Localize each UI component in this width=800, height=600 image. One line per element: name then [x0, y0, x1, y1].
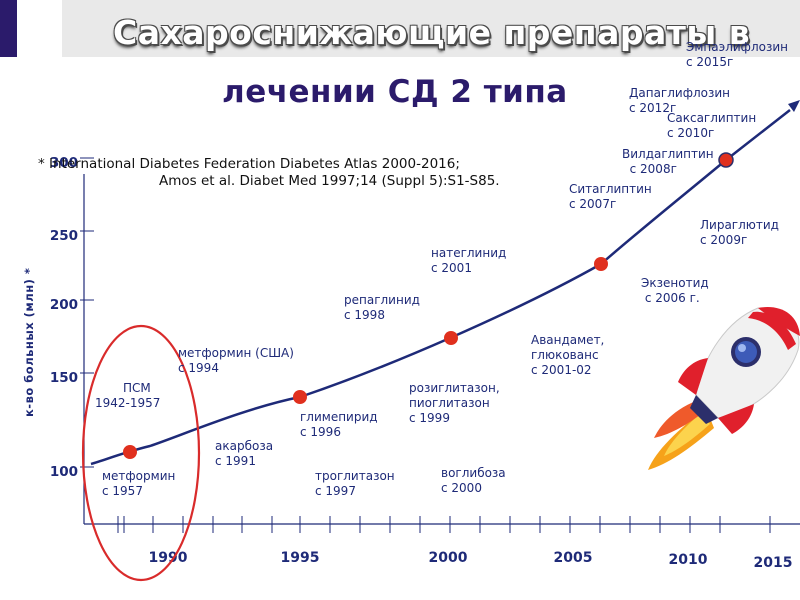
- slide-title-line-1: Сахароснижающие препараты в: [113, 13, 751, 52]
- drug-annotation-line: с 2008г: [622, 162, 677, 176]
- drug-annotation: Авандамет, глюкованс с 2001-02: [531, 333, 604, 378]
- drug-annotation-line: Вилдаглиптин: [622, 147, 714, 161]
- drug-annotation-line: Авандамет,: [531, 333, 605, 347]
- highlight-ellipse: [81, 324, 201, 582]
- drug-annotation: Эмпаэлифлозин с 2015г: [686, 40, 788, 70]
- slide-title-line-2: лечении СД 2 типа: [222, 74, 568, 110]
- x-tick-label-2010: 2010: [669, 552, 708, 568]
- drug-annotation-line: акарбоза: [215, 439, 274, 453]
- drug-annotation: Вилдаглиптин с 2008г: [622, 147, 714, 177]
- drug-annotation-line: Экзенотид: [641, 276, 709, 290]
- drug-annotation: Саксаглиптин с 2010г: [667, 111, 756, 141]
- drug-annotation: воглибоза с 2000: [441, 466, 506, 496]
- x-tick-label-1995: 1995: [281, 550, 320, 566]
- reference-line-2: Amos et al. Diabet Med 1997;14 (Suppl 5)…: [159, 173, 500, 189]
- x-tick-label-2000: 2000: [429, 550, 468, 566]
- drug-annotation-line: с 1957: [102, 484, 143, 498]
- y-tick-label-100: 100: [50, 464, 78, 480]
- y-tick-label-300: 300: [50, 155, 78, 171]
- drug-annotation-line: с 2006 г.: [641, 291, 700, 305]
- reference-line-1: * International Diabetes Federation Diab…: [38, 156, 460, 172]
- y-axis-label: к-во больных (млн) *: [22, 267, 36, 417]
- drug-annotation-line: с 2007г: [569, 197, 617, 211]
- milestone-markers: [123, 152, 734, 459]
- drug-annotation-line: с 1996: [300, 425, 341, 439]
- drug-annotation-line: глимепирид: [300, 410, 378, 424]
- patient-growth-curve: [90, 109, 791, 466]
- drug-annotation: метформин (США) с 1994: [178, 346, 294, 376]
- drug-annotation: троглитазон с 1997: [315, 469, 395, 499]
- y-axis-tick-labels: 100 150 200 250 300: [50, 155, 78, 480]
- title-accent-bar: [0, 0, 17, 57]
- drug-annotation-line: глюкованс: [531, 348, 599, 362]
- milestone-marker: [444, 331, 458, 345]
- x-tick-label-2005: 2005: [554, 550, 593, 566]
- drug-annotation: Ситаглиптин с 2007г: [569, 182, 652, 212]
- drug-annotation-line: метформин: [102, 469, 176, 483]
- drug-annotation-line: Саксаглиптин: [667, 111, 757, 125]
- drug-annotation-line: ПСМ: [123, 381, 151, 395]
- drug-annotation-line: с 2010г: [667, 126, 715, 140]
- drug-annotation-line: с 2001: [431, 261, 472, 275]
- drug-annotation-line: троглитазон: [315, 469, 395, 483]
- drug-annotation-line: метформин (США): [178, 346, 294, 360]
- drug-annotation-line: Лираглютид: [700, 218, 779, 232]
- drug-annotation-line: с 1997: [315, 484, 356, 498]
- x-axis-ticks: [117, 516, 771, 533]
- rocket-icon: [648, 307, 800, 470]
- milestone-marker: [293, 390, 307, 404]
- drug-annotation: Лираглютид с 2009г: [700, 218, 779, 248]
- drug-annotation-line: с 1994: [178, 361, 219, 375]
- drug-annotation: метформин с 1957: [102, 469, 175, 499]
- drug-annotation-line: пиоглитазон: [409, 396, 490, 410]
- drug-annotation-line: с 1998: [344, 308, 385, 322]
- y-tick-label-200: 200: [50, 297, 78, 313]
- milestone-marker: [123, 445, 137, 459]
- y-axis-ticks: [80, 157, 94, 468]
- drug-annotation: ПСМ 1942-1957: [95, 381, 160, 411]
- milestone-marker: [718, 152, 734, 168]
- drug-annotation: Дапаглифлозин с 2012г: [629, 86, 730, 116]
- drug-annotation-line: с 2000: [441, 481, 482, 495]
- x-tick-label-2015: 2015: [754, 555, 793, 571]
- title-banner: [62, 0, 800, 57]
- drug-annotation: акарбоза с 1991: [215, 439, 273, 469]
- drug-annotation-line: 1942-1957: [95, 396, 161, 410]
- curve-arrowhead: [788, 100, 800, 112]
- drug-annotation-line: розиглитазон,: [409, 381, 500, 395]
- drug-annotation: глимепирид с 1996: [300, 410, 378, 440]
- x-axis-tick-labels: 1990 1995 2000 2005 2010 2015: [149, 550, 793, 571]
- drug-annotation-line: Ситаглиптин: [569, 182, 652, 196]
- drug-annotation-line: с 2015г: [686, 55, 734, 69]
- drug-annotation-line: Эмпаэлифлозин: [686, 40, 788, 54]
- drug-annotation-line: с 1999: [409, 411, 450, 425]
- drug-annotation-line: с 1991: [215, 454, 256, 468]
- drug-annotation-line: с 2001-02: [531, 363, 592, 377]
- drug-annotation-line: натеглинид: [431, 246, 507, 260]
- drug-annotation: Экзенотид с 2006 г.: [641, 276, 709, 306]
- y-tick-label-150: 150: [50, 370, 78, 386]
- drug-annotation-line: с 2009г: [700, 233, 748, 247]
- drug-annotation-line: с 2012г: [629, 101, 677, 115]
- y-tick-label-250: 250: [50, 228, 78, 244]
- drug-annotation-line: воглибоза: [441, 466, 506, 480]
- drug-annotation-line: Дапаглифлозин: [629, 86, 730, 100]
- x-tick-label-1990: 1990: [149, 550, 188, 566]
- milestone-marker: [594, 257, 608, 271]
- drug-annotation-line: репаглинид: [344, 293, 420, 307]
- drug-annotation: репаглинид с 1998: [344, 293, 420, 323]
- drug-annotation: натеглинид с 2001: [431, 246, 506, 276]
- drug-annotation: розиглитазон, пиоглитазон с 1999: [409, 381, 500, 426]
